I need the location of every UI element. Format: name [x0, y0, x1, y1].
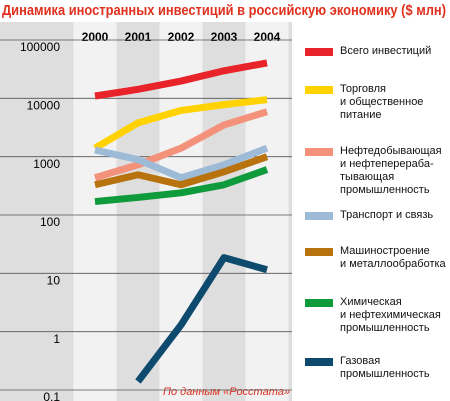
legend-swatch — [305, 212, 333, 220]
y-tick-label: 10000 — [27, 99, 61, 113]
series-line — [94, 166, 269, 206]
x-tick-label: 2004 — [254, 30, 281, 44]
series-line — [93, 96, 268, 152]
series-line — [94, 153, 269, 189]
x-tick-label: 2001 — [125, 30, 152, 44]
legend-swatch — [305, 86, 333, 94]
y-tick-label: 0,1 — [43, 390, 60, 401]
y-tick-label: 10 — [47, 274, 61, 288]
legend-label: Газовая промышленность — [340, 355, 430, 380]
legend-label: Нефтедобывающая и нефтеперераба- тывающа… — [340, 145, 442, 196]
legend-label: Всего инвестиций — [340, 45, 432, 57]
series-line — [135, 254, 268, 384]
column-band — [245, 22, 289, 401]
x-tick-label: 2003 — [211, 30, 238, 44]
y-tick-label: 100 — [40, 215, 60, 229]
y-tick-label: 1 — [53, 332, 60, 346]
legend-swatch — [305, 299, 333, 307]
series-line — [93, 108, 269, 182]
legend-swatch — [305, 148, 333, 156]
source-note: По данным «Росстата» — [163, 386, 290, 398]
x-tick-label: 2000 — [82, 30, 109, 44]
legend-label: Торговля и общественное питание — [340, 83, 424, 121]
legend-swatch — [305, 358, 333, 366]
y-tick-label: 1000 — [33, 157, 60, 171]
legend-swatch — [305, 48, 333, 56]
legend-label: Транспорт и связь — [340, 209, 434, 221]
x-tick-label: 2002 — [168, 30, 195, 44]
series-line — [94, 59, 268, 100]
legend-label: Химическая и нефтехимическая промышленно… — [340, 296, 441, 334]
y-tick-label: 100000 — [20, 40, 60, 54]
legend-swatch — [305, 248, 333, 256]
chart-title: Динамика иностранных инвестиций в россий… — [2, 3, 446, 19]
column-band — [73, 22, 117, 401]
legend-label: Машиностроение и металлообработка — [340, 245, 446, 270]
series-line — [94, 144, 269, 182]
